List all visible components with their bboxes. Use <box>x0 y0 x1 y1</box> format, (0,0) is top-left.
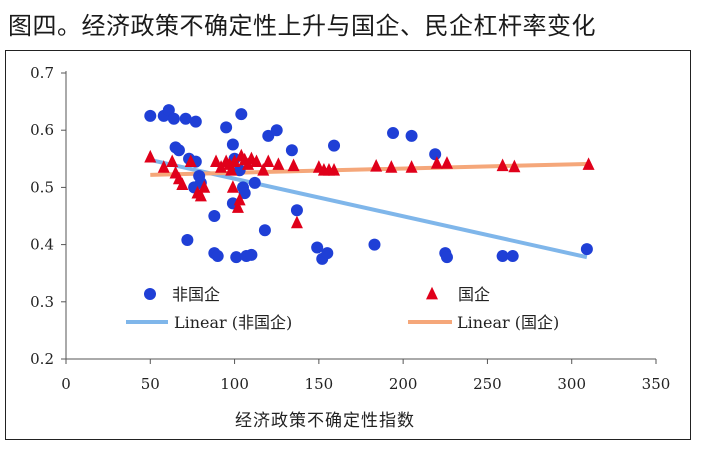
non-soe-point <box>226 138 239 151</box>
soe-point <box>194 188 207 202</box>
soe-point <box>176 177 189 190</box>
non-soe-point <box>580 243 593 256</box>
y-tick-label: 0.7 <box>30 64 54 82</box>
soe-point <box>144 149 157 163</box>
soe-point <box>430 156 443 169</box>
non-soe-point <box>270 124 283 137</box>
soe-point <box>250 154 263 168</box>
soe-point <box>496 158 509 172</box>
non-soe-point <box>258 224 271 237</box>
non-soe-point <box>235 108 248 121</box>
legend-non-soe-label: 非国企 <box>172 285 220 304</box>
y-tick-label: 0.4 <box>30 236 54 254</box>
soe-point <box>210 154 223 168</box>
legend-soe-marker <box>426 286 438 300</box>
soe-point <box>225 163 238 176</box>
non-soe-point <box>245 248 258 261</box>
x-tick-label: 300 <box>557 375 586 393</box>
non-soe-point <box>262 129 275 142</box>
non-soe-point <box>290 204 303 217</box>
x-tick-label: 100 <box>220 375 249 393</box>
soe-point <box>582 157 595 170</box>
non-soe-point <box>144 109 157 122</box>
non-soe-point <box>220 121 233 134</box>
non-soe-point <box>429 148 442 161</box>
y-tick-label: 0.5 <box>30 178 54 196</box>
non-soe-point <box>405 129 418 142</box>
non-soe-point <box>506 250 519 263</box>
figure-title: 图四。经济政策不确定性上升与国企、民企杠杆率变化 <box>8 12 596 40</box>
non-soe-point <box>233 164 246 177</box>
non-soe-point <box>368 238 381 251</box>
non-soe-point <box>248 176 261 189</box>
legend-soe-label: 国企 <box>458 285 490 304</box>
x-tick-label: 250 <box>473 375 502 393</box>
trendlines <box>149 157 588 260</box>
soe-point <box>272 157 285 170</box>
non-soe-point <box>181 234 194 247</box>
x-axis-label: 经济政策不确定性指数 <box>235 411 415 431</box>
chart-legend: 非国企 国企 Linear (非国企) Linear (国企) <box>126 285 559 332</box>
soe-point <box>257 163 270 176</box>
soe-point <box>228 154 241 168</box>
non-soe-point <box>179 112 192 125</box>
y-tick-label: 0.2 <box>30 350 54 368</box>
non-soe-point <box>230 251 243 264</box>
x-tick-label: 200 <box>389 375 418 393</box>
legend-non-soe-marker <box>144 288 156 300</box>
soe-point <box>226 180 239 193</box>
soe-point <box>262 154 275 168</box>
soe-point <box>198 180 211 193</box>
soe-point <box>405 160 418 173</box>
non-soe-point <box>387 127 400 140</box>
soe-point <box>231 200 244 213</box>
non-soe-point <box>328 139 341 152</box>
soe-point <box>508 159 521 173</box>
non-soe-point <box>211 250 224 263</box>
non-soe-point <box>496 250 509 263</box>
non-soe-point <box>172 144 185 157</box>
legend-non-soe-trend-label: Linear (非国企) <box>174 313 292 332</box>
data-marks <box>144 104 595 265</box>
soe-point <box>290 215 303 229</box>
x-tick-label: 350 <box>642 375 671 393</box>
chart-axes: 0.2 0.3 0.4 0.5 0.6 0.7 0 50 100 150 200 250 300 350 <box>30 64 670 393</box>
chart-frame <box>5 50 691 440</box>
soe-point <box>385 160 398 173</box>
soe-point <box>328 163 341 176</box>
soe-point <box>370 159 383 172</box>
soe-point <box>157 160 170 173</box>
y-tick-label: 0.3 <box>30 293 54 311</box>
x-tick-label: 150 <box>305 375 334 393</box>
non-soe-point <box>285 144 298 157</box>
soe-point <box>184 154 197 168</box>
soe-point <box>287 158 300 172</box>
y-tick-label: 0.6 <box>30 121 54 139</box>
non-soe-point <box>167 112 180 125</box>
soe-point <box>233 192 246 206</box>
non-soe-point <box>440 251 453 264</box>
non-soe-point <box>208 210 221 222</box>
trendline-non-soe <box>149 157 588 260</box>
non-soe-point <box>311 241 324 254</box>
x-tick-label: 50 <box>141 375 160 393</box>
x-tick-label: 0 <box>61 375 71 393</box>
legend-soe-trend-label: Linear (国企) <box>457 313 559 332</box>
non-soe-point <box>321 247 334 260</box>
soe-point <box>440 156 453 169</box>
soe-point <box>166 154 179 168</box>
non-soe-point <box>189 115 202 128</box>
non-soe-point <box>238 187 251 200</box>
